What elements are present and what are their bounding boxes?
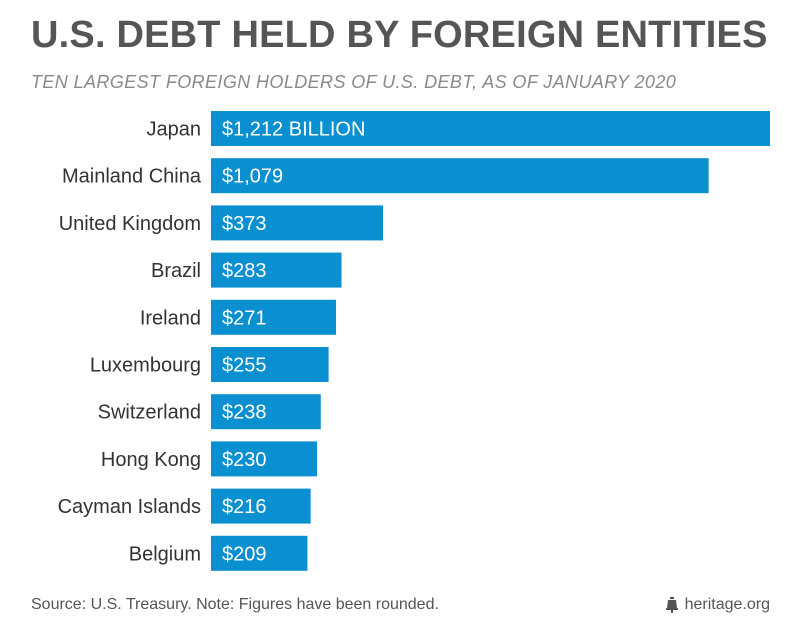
value-label: $1,079 xyxy=(222,166,283,188)
bar-hong-kong xyxy=(211,441,318,477)
bar-switzerland xyxy=(211,394,321,430)
category-label: Japan xyxy=(147,119,202,141)
category-label: Cayman Islands xyxy=(58,496,201,518)
bar-chart: Japan $1,212 BILLION Mainland China $1,079 U… xyxy=(58,111,770,571)
bar-japan xyxy=(211,111,770,146)
category-label: Mainland China xyxy=(62,166,202,188)
bar-brazil xyxy=(211,252,342,288)
category-label: Belgium xyxy=(129,543,201,565)
chart-title: U.S. DEBT HELD BY FOREIGN ENTITIES xyxy=(31,14,768,56)
value-label: $238 xyxy=(222,402,267,424)
value-label: $373 xyxy=(222,213,267,235)
brand-link[interactable]: heritage.org xyxy=(665,596,770,614)
value-label: $283 xyxy=(222,260,267,282)
chart-subtitle: TEN LARGEST FOREIGN HOLDERS OF U.S. DEBT… xyxy=(31,72,677,92)
bar-ireland xyxy=(211,299,336,335)
category-label: United Kingdom xyxy=(59,213,201,235)
bar-luxembourg xyxy=(211,347,329,382)
value-label: $271 xyxy=(222,307,267,329)
category-label: Hong Kong xyxy=(101,449,201,471)
value-label: $209 xyxy=(222,543,267,565)
value-label: $230 xyxy=(222,449,267,471)
liberty-bell-icon xyxy=(665,597,678,613)
category-label: Switzerland xyxy=(98,402,201,424)
bar-belgium xyxy=(211,535,308,571)
value-label: $255 xyxy=(222,355,267,377)
bar-cayman-islands xyxy=(211,488,311,524)
bar-mainland-china xyxy=(211,158,709,194)
category-label: Brazil xyxy=(151,260,201,282)
bar-united-kingdom xyxy=(211,205,384,241)
category-label: Ireland xyxy=(140,307,201,329)
source-note: Source: U.S. Treasury. Note: Figures hav… xyxy=(31,596,439,613)
category-label: Luxembourg xyxy=(90,355,201,377)
value-label: $1,212 BILLION xyxy=(222,119,365,141)
value-label: $216 xyxy=(222,496,267,518)
brand-name: heritage.org xyxy=(684,596,770,613)
